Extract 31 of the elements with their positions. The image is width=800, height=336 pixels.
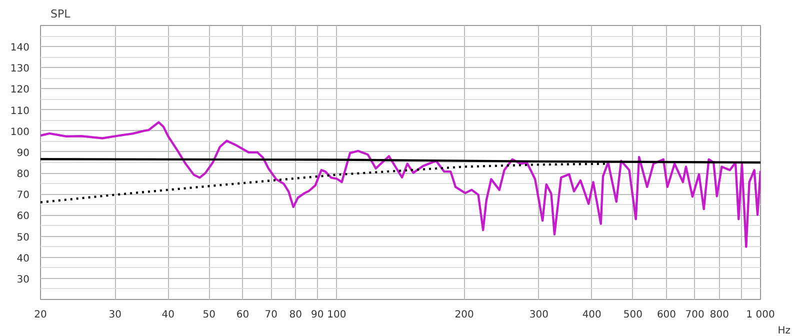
y-tick-label: 90: [16, 148, 30, 159]
y-tick-label: 100: [10, 126, 30, 138]
x-tick-label: 40: [162, 310, 174, 320]
y-tick-label: 70: [16, 190, 30, 202]
x-tick-label: 70: [264, 310, 278, 320]
x-tick-label: 300: [529, 310, 548, 320]
x-tick-label: 400: [582, 310, 602, 320]
y-tick-label: 40: [16, 253, 30, 264]
y-axis-title: SPL: [50, 8, 72, 20]
y-tick-label: 30: [16, 274, 30, 286]
y-tick-label: 110: [10, 106, 30, 117]
x-tick-label: 30: [108, 310, 122, 320]
y-tick-label: 140: [10, 42, 30, 54]
x-tick-label: 60: [236, 310, 250, 320]
y-tick-label: 80: [16, 169, 30, 180]
x-tick-label: 1 000: [746, 310, 775, 320]
x-tick-label: 500: [623, 310, 642, 320]
x-tick-label: 200: [454, 310, 474, 320]
x-tick-label: 20: [34, 310, 47, 320]
x-tick-label: 80: [289, 310, 302, 320]
x-tick-label: 100: [327, 310, 346, 320]
x-tick-label: 50: [202, 310, 216, 320]
x-tick-label: 600: [656, 310, 676, 320]
y-tick-label: 60: [16, 211, 30, 222]
x-tick-label: 800: [710, 310, 729, 320]
y-tick-label: 120: [10, 84, 30, 96]
x-axis-title: Hz: [778, 326, 791, 336]
y-tick-label: 130: [10, 64, 30, 75]
x-tick-label: 90: [310, 310, 324, 320]
y-tick-label: 50: [16, 232, 30, 244]
x-tick-label: 700: [685, 310, 704, 320]
